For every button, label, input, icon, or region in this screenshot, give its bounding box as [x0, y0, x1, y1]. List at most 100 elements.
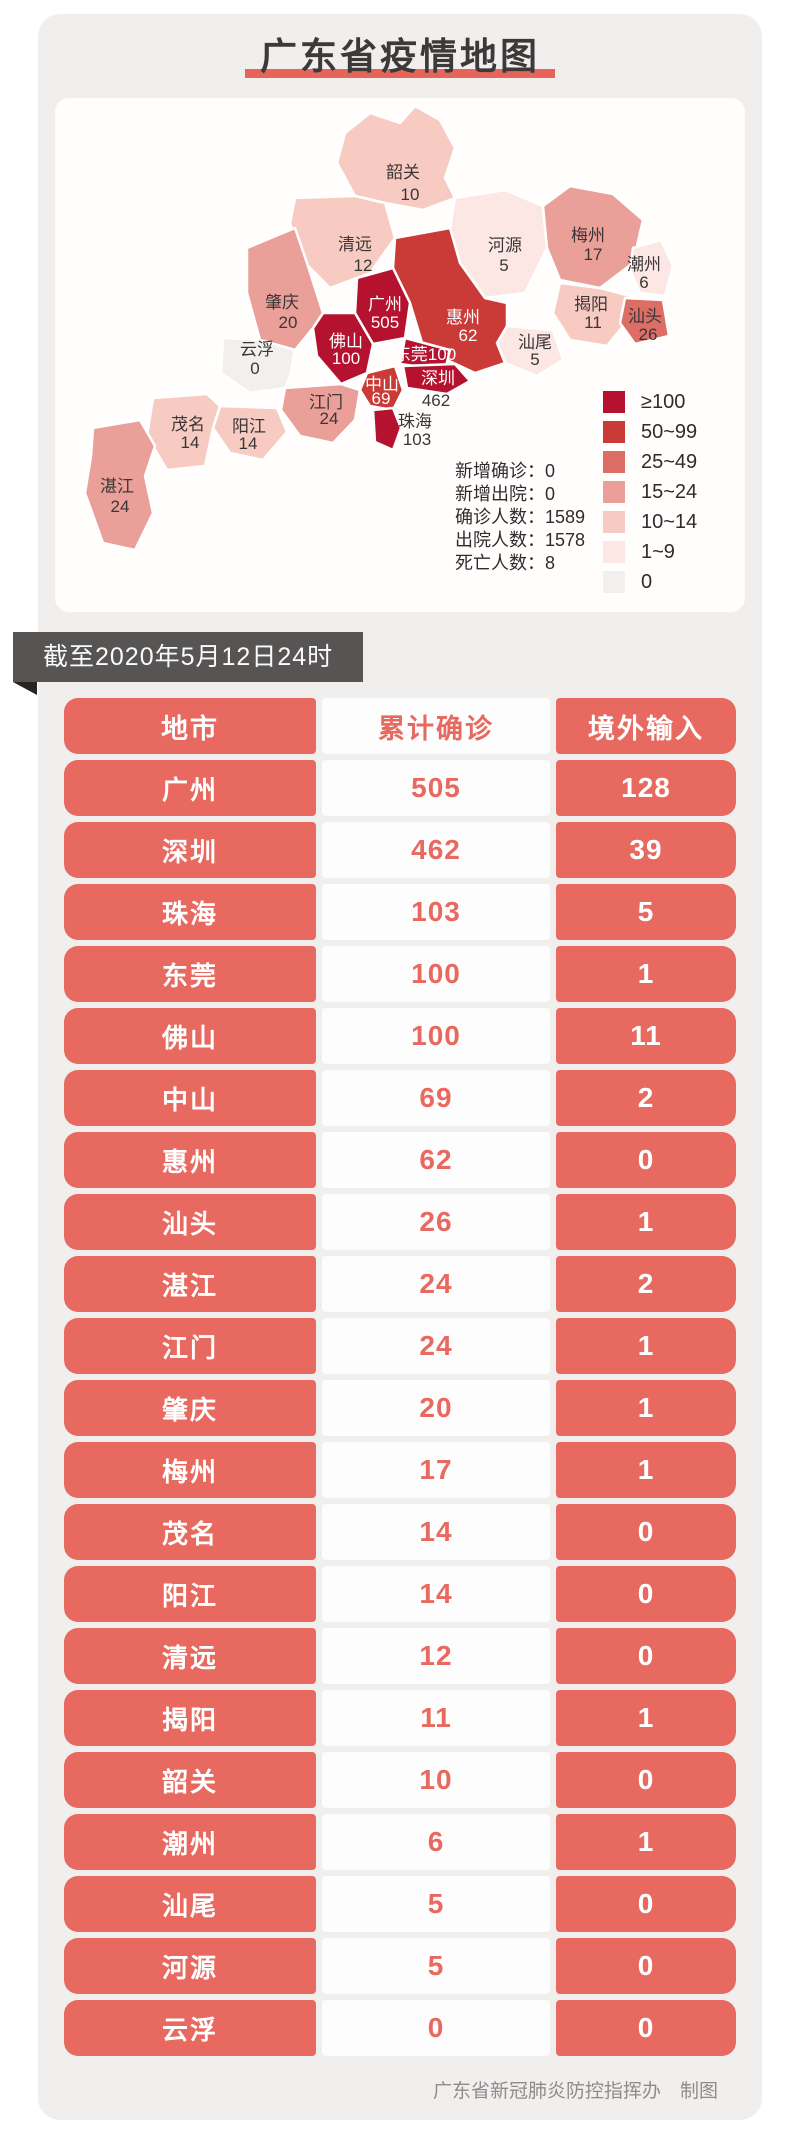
- table-header-row: 地市 累计确诊 境外输入: [64, 698, 736, 754]
- legend-label: 0: [641, 570, 653, 593]
- cell-city: 湛江: [64, 1256, 316, 1312]
- cell-confirmed: 0: [322, 2000, 550, 2056]
- cell-imported: 1: [556, 1318, 736, 1374]
- cell-city: 汕头: [64, 1194, 316, 1250]
- cell-confirmed: 12: [322, 1628, 550, 1684]
- table-row: 广州 505 128: [64, 760, 736, 816]
- cell-imported: 0: [556, 1876, 736, 1932]
- map-region-label: 韶关: [386, 163, 420, 182]
- map-region-label: 6: [639, 273, 648, 292]
- legend: ≥100 50~99 25~49 15~24 10~14 1~9 0: [603, 391, 697, 601]
- legend-label: ≥100: [641, 390, 686, 413]
- legend-label: 50~99: [641, 420, 698, 443]
- cell-confirmed: 17: [322, 1442, 550, 1498]
- map-region-label: 14: [239, 434, 258, 453]
- cell-confirmed: 103: [322, 884, 550, 940]
- map-region-label: 24: [320, 409, 339, 428]
- cell-confirmed: 14: [322, 1566, 550, 1622]
- map-region-label: 462: [422, 391, 450, 410]
- cell-city: 潮州: [64, 1814, 316, 1870]
- cell-confirmed: 24: [322, 1256, 550, 1312]
- map-region-label: 江门: [309, 393, 343, 412]
- table-row: 深圳 462 39: [64, 822, 736, 878]
- cell-imported: 0: [556, 1938, 736, 1994]
- map-region: [618, 296, 671, 346]
- cell-imported: 0: [556, 1132, 736, 1188]
- legend-item: 1~9: [603, 541, 697, 563]
- header-cell-imported: 境外输入: [556, 698, 736, 754]
- legend-item: 25~49: [603, 451, 697, 473]
- legend-item: 10~14: [603, 511, 697, 533]
- cell-imported: 0: [556, 1504, 736, 1560]
- map-region-label: 5: [530, 350, 539, 369]
- map-region-label: 20: [279, 313, 298, 332]
- table-row: 惠州 62 0: [64, 1132, 736, 1188]
- table-row: 清远 12 0: [64, 1628, 736, 1684]
- map-region: [219, 336, 297, 395]
- map-region-label: 11: [584, 313, 602, 332]
- map-region-label: 103: [403, 430, 431, 449]
- cell-imported: 0: [556, 1566, 736, 1622]
- cell-confirmed: 5: [322, 1938, 550, 1994]
- cell-imported: 11: [556, 1008, 736, 1064]
- cell-confirmed: 10: [322, 1752, 550, 1808]
- map-region-label: 云浮: [240, 340, 274, 359]
- map-region-label: 清远: [338, 235, 372, 254]
- table-row: 河源 5 0: [64, 1938, 736, 1994]
- cell-city: 汕尾: [64, 1876, 316, 1932]
- map-region-label: 24: [111, 497, 130, 516]
- stats-line: 死亡人数：8: [455, 553, 556, 573]
- cell-imported: 2: [556, 1070, 736, 1126]
- map-region-label: 深圳: [421, 369, 455, 388]
- legend-swatch: [603, 421, 625, 443]
- legend-item: 50~99: [603, 421, 697, 443]
- table-row: 汕尾 5 0: [64, 1876, 736, 1932]
- date-ribbon: 截至2020年5月12日24时: [13, 632, 363, 682]
- legend-item: 15~24: [603, 481, 697, 503]
- stats-line: 新增确诊：0: [455, 461, 556, 481]
- map-region-label: 河源: [488, 236, 522, 255]
- map-region-label: 69: [372, 389, 391, 408]
- cell-confirmed: 505: [322, 760, 550, 816]
- map-region-label: 茂名: [171, 415, 205, 434]
- legend-swatch: [603, 511, 625, 533]
- legend-swatch: [603, 541, 625, 563]
- map-region-label: 潮州: [627, 255, 661, 274]
- cell-city: 云浮: [64, 2000, 316, 2056]
- cell-imported: 0: [556, 1628, 736, 1684]
- cell-imported: 1: [556, 1442, 736, 1498]
- map-region-label: 阳江: [232, 417, 266, 436]
- data-table: 地市 累计确诊 境外输入 广州 505 128 深圳 462 39 珠海 103 5 东莞 100 1 佛山 1…: [64, 698, 736, 2062]
- title-underline: [245, 69, 555, 78]
- cell-city: 梅州: [64, 1442, 316, 1498]
- legend-item: ≥100: [603, 391, 697, 413]
- legend-label: 15~24: [641, 480, 698, 503]
- map-region-label: 汕尾: [518, 333, 552, 352]
- cell-city: 江门: [64, 1318, 316, 1374]
- cell-city: 河源: [64, 1938, 316, 1994]
- table-row: 江门 24 1: [64, 1318, 736, 1374]
- stats-line: 确诊人数：1589: [455, 507, 586, 527]
- map-region: [279, 382, 362, 445]
- map-region-label: 佛山: [329, 332, 363, 351]
- cell-confirmed: 20: [322, 1380, 550, 1436]
- cell-confirmed: 11: [322, 1690, 550, 1746]
- cell-imported: 0: [556, 1752, 736, 1808]
- map-region: [335, 104, 457, 212]
- stats-line: 出院人数：1578: [455, 530, 586, 550]
- map-card: 韶关 10 清远 12 河源 5 梅州 17 潮州 6 揭阳 11 汕头 26 汕尾 5 惠州 62 广州 505 佛山…: [55, 98, 745, 612]
- cell-imported: 1: [556, 1194, 736, 1250]
- map-region-label: 湛江: [100, 477, 134, 496]
- cell-confirmed: 69: [322, 1070, 550, 1126]
- cell-imported: 1: [556, 1814, 736, 1870]
- map-region-label: 东莞100: [394, 345, 456, 364]
- cell-confirmed: 462: [322, 822, 550, 878]
- cell-city: 清远: [64, 1628, 316, 1684]
- cell-confirmed: 100: [322, 1008, 550, 1064]
- map-region-label: 26: [639, 325, 658, 344]
- page-title: 广东省疫情地图: [260, 36, 540, 77]
- cell-imported: 0: [556, 2000, 736, 2056]
- map-region-label: 62: [459, 326, 478, 345]
- table-row: 揭阳 11 1: [64, 1690, 736, 1746]
